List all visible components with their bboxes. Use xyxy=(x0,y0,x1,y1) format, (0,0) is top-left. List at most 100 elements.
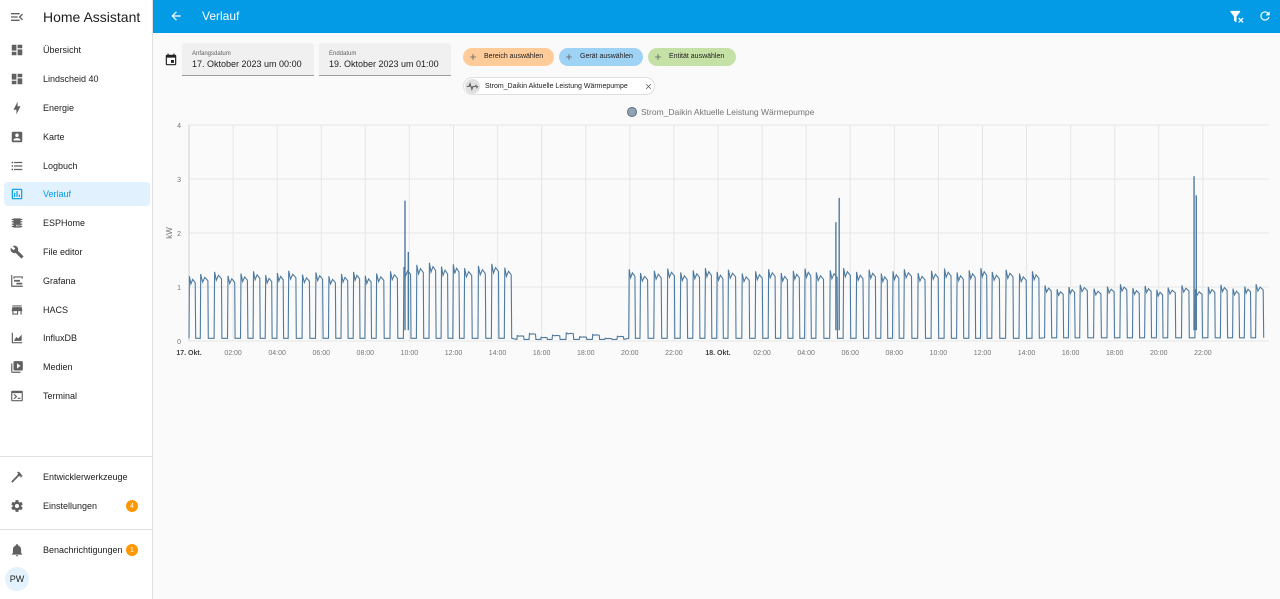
sidebar-item-file-editor[interactable]: File editor xyxy=(4,240,150,264)
sidebar-item-benachrichtigungen[interactable]: Benachrichtigungen 1 xyxy=(4,538,150,562)
x-tick-label: 18:00 xyxy=(577,350,595,357)
start-date-label: Anfangsdatum xyxy=(192,51,231,57)
sidebar-item-label: Energie xyxy=(43,103,75,113)
play-box-icon xyxy=(11,361,23,373)
sidebar-item-karte[interactable]: Karte xyxy=(4,125,150,149)
sidebar-divider xyxy=(0,529,152,530)
sidebar-item-medien[interactable]: Medien xyxy=(4,355,150,379)
start-date-value: 17. Oktober 2023 um 00:00 xyxy=(192,59,302,69)
sidebar-item-label: Übersicht xyxy=(43,45,82,55)
history-chart: Strom_Daikin Aktuelle Leistung Wärmepump… xyxy=(160,100,1275,365)
chip-label: Bereich auswählen xyxy=(484,53,544,60)
sidebar-item-energie[interactable]: Energie xyxy=(4,96,150,120)
sidebar-item-verlauf[interactable]: Verlauf xyxy=(4,182,150,206)
sidebar: Home Assistant Übersicht Lindscheid 40 E… xyxy=(0,0,153,599)
dashboard-icon xyxy=(11,73,23,85)
account-box-icon xyxy=(11,131,23,143)
chart-legend[interactable]: Strom_Daikin Aktuelle Leistung Wärmepump… xyxy=(627,106,814,118)
sidebar-item-terminal[interactable]: Terminal xyxy=(4,384,150,408)
sidebar-item-uebersicht[interactable]: Übersicht xyxy=(4,38,150,62)
x-tick-label: 08:00 xyxy=(886,350,904,357)
console-icon xyxy=(11,390,23,402)
arrow-left-icon[interactable] xyxy=(169,9,183,23)
sidebar-item-label: Einstellungen xyxy=(43,501,98,511)
x-tick-label: 14:00 xyxy=(489,350,507,357)
series-line xyxy=(188,262,1265,341)
y-tick-label: 0 xyxy=(177,339,181,346)
plus-icon xyxy=(655,54,661,60)
sidebar-item-label: Entwicklerwerkzeuge xyxy=(43,472,128,482)
x-tick-label: 06:00 xyxy=(312,350,330,357)
x-tick-label: 22:00 xyxy=(665,350,683,357)
add-device-chip[interactable]: Gerät auswählen xyxy=(559,48,643,66)
sidebar-item-grafana[interactable]: Grafana xyxy=(4,269,150,293)
end-date-field[interactable]: Enddatum 19. Oktober 2023 um 01:00 xyxy=(319,43,451,76)
sidebar-item-label: ESPHome xyxy=(43,218,86,228)
add-area-chip[interactable]: Bereich auswählen xyxy=(463,48,554,66)
sidebar-item-label: InfluxDB xyxy=(43,333,78,343)
dashboard-icon xyxy=(11,44,23,56)
plus-icon xyxy=(470,54,476,60)
sidebar-item-entwicklerwerkzeuge[interactable]: Entwicklerwerkzeuge xyxy=(4,465,150,489)
calendar-icon[interactable] xyxy=(164,53,178,67)
x-tick-label: 02:00 xyxy=(753,350,771,357)
chip-label: Gerät auswählen xyxy=(580,53,633,60)
chart-canvas: 0 1 2 3 4 17. Okt. 02:00 04:00 06:00 08:00 10:00 12… xyxy=(165,123,1269,357)
x-tick-label: 12:00 xyxy=(445,350,463,357)
sidebar-item-label: Medien xyxy=(43,362,73,372)
end-date-value: 19. Oktober 2023 um 01:00 xyxy=(329,59,439,69)
sidebar-item-label: Lindscheid 40 xyxy=(43,74,99,84)
sidebar-item-einstellungen[interactable]: Einstellungen 4 xyxy=(4,494,150,518)
sidebar-item-label: Verlauf xyxy=(43,189,72,199)
legend-label: Strom_Daikin Aktuelle Leistung Wärmepump… xyxy=(641,107,815,117)
sidebar-item-label: Grafana xyxy=(43,276,76,286)
chart-areaspline-icon xyxy=(11,332,23,344)
x-tick-label: 08:00 xyxy=(357,350,375,357)
filter-remove-icon[interactable] xyxy=(1229,9,1244,24)
entity-chip-label: Strom_Daikin Aktuelle Leistung Wärmepump… xyxy=(485,83,628,90)
list-icon xyxy=(11,161,23,171)
user-avatar[interactable]: PW xyxy=(5,567,29,591)
sidebar-item-influxdb[interactable]: InfluxDB xyxy=(4,326,150,350)
x-tick-label: 10:00 xyxy=(930,350,948,357)
add-entity-chip[interactable]: Entität auswählen xyxy=(648,48,736,66)
app-title: Home Assistant xyxy=(43,9,141,25)
sidebar-item-hacs[interactable]: HACS xyxy=(4,298,150,322)
sidebar-item-esphome[interactable]: ESPHome xyxy=(4,211,150,235)
x-tick-label: 22:00 xyxy=(1194,350,1212,357)
wrench-icon xyxy=(10,245,24,259)
x-tick-label: 04:00 xyxy=(268,350,286,357)
top-app-bar: Verlauf xyxy=(153,0,1280,33)
lightning-icon xyxy=(13,101,21,115)
page-title: Verlauf xyxy=(202,9,240,23)
notifications-badge: 1 xyxy=(126,544,138,556)
store-icon xyxy=(11,305,23,315)
sidebar-divider xyxy=(0,456,152,457)
chip-label: Entität auswählen xyxy=(669,53,725,60)
x-tick-label: 06:00 xyxy=(841,350,859,357)
cog-icon xyxy=(11,500,23,512)
x-tick-label: 16:00 xyxy=(533,350,551,357)
selected-entity-chip[interactable]: Strom_Daikin Aktuelle Leistung Wärmepump… xyxy=(463,77,655,95)
sidebar-item-label: File editor xyxy=(43,247,83,257)
bell-icon xyxy=(11,544,23,557)
x-tick-label: 04:00 xyxy=(797,350,815,357)
sidebar-header: Home Assistant xyxy=(0,0,152,33)
y-tick-label: 1 xyxy=(177,285,181,292)
x-tick-label: 20:00 xyxy=(1150,350,1168,357)
sidebar-item-logbuch[interactable]: Logbuch xyxy=(4,154,150,178)
refresh-icon[interactable] xyxy=(1258,9,1272,23)
close-icon[interactable] xyxy=(644,82,653,91)
x-tick-label: 10:00 xyxy=(401,350,419,357)
sidebar-item-label: Karte xyxy=(43,132,65,142)
chip-icon xyxy=(11,218,23,228)
x-tick-label: 12:00 xyxy=(974,350,992,357)
heat-pump-icon xyxy=(466,81,479,92)
sidebar-item-label: HACS xyxy=(43,305,69,315)
x-tick-label: 16:00 xyxy=(1062,350,1080,357)
y-tick-label: 3 xyxy=(177,177,181,184)
menu-open-icon[interactable] xyxy=(9,9,25,25)
sidebar-item-lindscheid[interactable]: Lindscheid 40 xyxy=(4,67,150,91)
start-date-field[interactable]: Anfangsdatum 17. Oktober 2023 um 00:00 xyxy=(182,43,314,76)
